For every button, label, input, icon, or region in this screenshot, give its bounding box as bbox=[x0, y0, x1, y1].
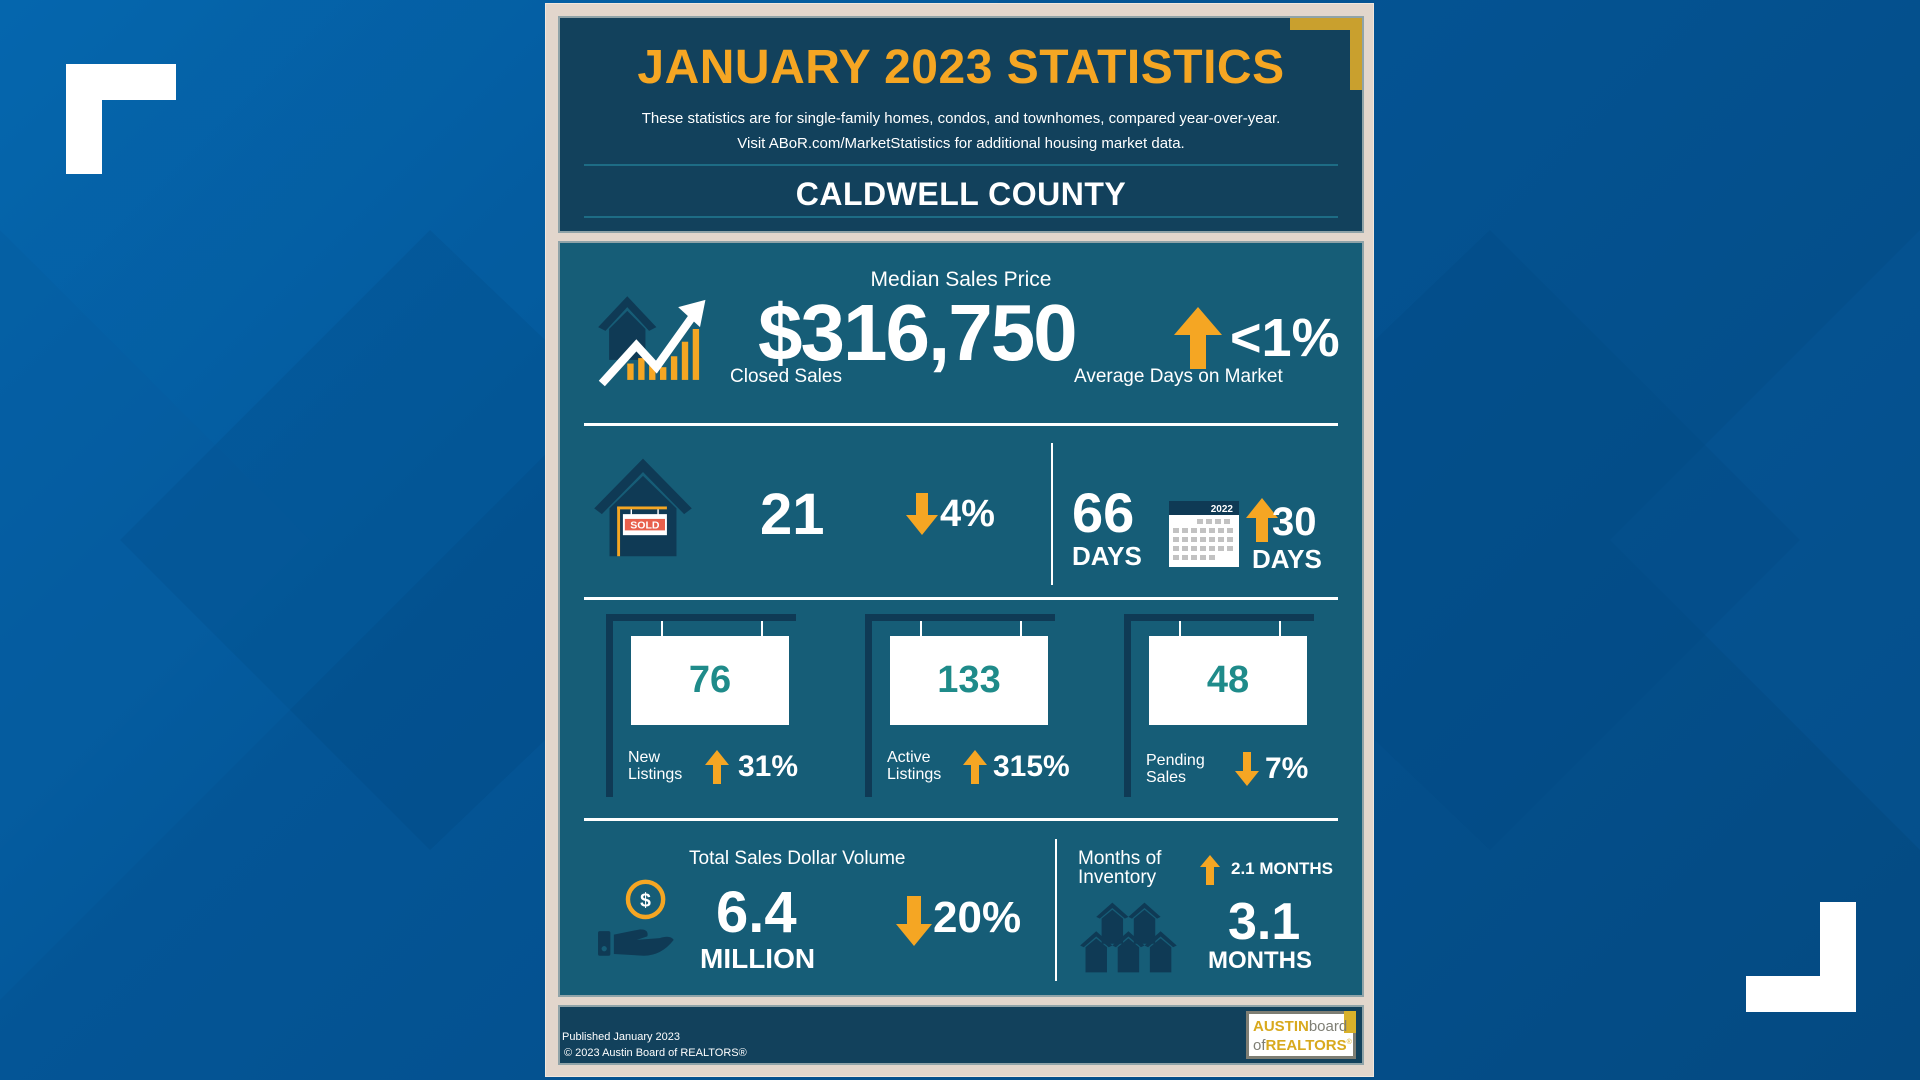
svg-text:$: $ bbox=[640, 889, 651, 911]
arrow-up-icon bbox=[1200, 855, 1220, 885]
total-sales-volume-unit: MILLION bbox=[700, 943, 816, 974]
sold-house-icon: SOLD bbox=[594, 458, 692, 557]
arrow-down-icon bbox=[896, 896, 932, 946]
austin-board-of-realtors-logo: AUSTINboard ofREALTORS® bbox=[1246, 1011, 1356, 1059]
page-title: JANUARY 2023 STATISTICS bbox=[637, 41, 1285, 94]
active-listings-value: 133 bbox=[890, 636, 1048, 725]
published-date: Published January 2023 bbox=[562, 1031, 681, 1043]
new-listings-change: 31% bbox=[738, 750, 799, 783]
copyright: © 2023 Austin Board of REALTORS® bbox=[564, 1047, 747, 1059]
header-panel: JANUARY 2023 STATISTICS These statistics… bbox=[558, 16, 1364, 233]
median-sales-price-change: <1% bbox=[1230, 308, 1340, 368]
total-sales-volume-value: 6.4 bbox=[716, 880, 797, 945]
active-listings-change: 315% bbox=[993, 750, 1070, 783]
avg-days-on-market-label: Average Days on Market bbox=[1074, 366, 1283, 387]
divider bbox=[584, 164, 1338, 166]
divider bbox=[584, 216, 1338, 218]
arrow-down-icon bbox=[1235, 752, 1259, 786]
svg-text:2022: 2022 bbox=[1211, 504, 1234, 515]
months-of-inventory-change: 2.1 MONTHS bbox=[1231, 859, 1334, 878]
subtitle-line-1: These statistics are for single-family h… bbox=[641, 110, 1281, 127]
closed-sales-value: 21 bbox=[760, 482, 825, 547]
median-sales-price-label: Median Sales Price bbox=[870, 268, 1052, 291]
infographic: JANUARY 2023 STATISTICS These statistics… bbox=[545, 3, 1374, 1077]
houses-icon bbox=[1080, 902, 1177, 973]
divider bbox=[584, 423, 1338, 426]
arrow-up-icon bbox=[1246, 498, 1278, 542]
divider bbox=[584, 818, 1338, 821]
stats-panel: Median Sales Price $316,750 <1% bbox=[558, 241, 1364, 997]
months-of-inventory-unit: MONTHS bbox=[1208, 947, 1312, 974]
corner-bracket-top-left bbox=[66, 64, 176, 174]
total-sales-volume-change: 20% bbox=[933, 893, 1022, 942]
avg-days-value: 66 bbox=[1072, 481, 1135, 544]
arrow-up-icon bbox=[963, 750, 987, 784]
footer-panel: Published January 2023 © 2023 Austin Boa… bbox=[558, 1005, 1364, 1065]
active-listings-label: Active Listings bbox=[887, 749, 942, 783]
pending-sales-label: Pending Sales bbox=[1146, 752, 1205, 786]
months-of-inventory-label: Months of Inventory bbox=[1078, 848, 1162, 888]
house-chart-icon bbox=[598, 296, 706, 387]
arrow-up-icon bbox=[1174, 307, 1222, 369]
pending-sales-value: 48 bbox=[1149, 636, 1307, 725]
pending-sales-change: 7% bbox=[1265, 752, 1309, 785]
closed-sales-label: Closed Sales bbox=[730, 366, 842, 387]
hand-coin-icon: $ bbox=[598, 879, 674, 956]
avg-days-unit: DAYS bbox=[1072, 541, 1142, 571]
county-name: CALDWELL COUNTY bbox=[795, 176, 1127, 212]
avg-days-change-unit: DAYS bbox=[1252, 544, 1322, 574]
arrow-up-icon bbox=[705, 750, 729, 784]
total-sales-volume-label: Total Sales Dollar Volume bbox=[689, 848, 906, 869]
arrow-down-icon bbox=[906, 493, 938, 535]
divider bbox=[584, 597, 1338, 600]
median-sales-price-value: $316,750 bbox=[758, 288, 1078, 377]
corner-bracket-bottom-right bbox=[1746, 902, 1856, 1012]
new-listings-label: New Listings bbox=[628, 749, 683, 783]
svg-text:SOLD: SOLD bbox=[630, 519, 660, 531]
months-of-inventory-value: 3.1 bbox=[1228, 893, 1301, 951]
subtitle-line-2: Visit ABoR.com/MarketStatistics for addi… bbox=[737, 135, 1185, 152]
calendar-icon: 2022 bbox=[1169, 501, 1239, 567]
closed-sales-change: 4% bbox=[940, 493, 995, 535]
new-listings-value: 76 bbox=[631, 636, 789, 725]
avg-days-change: 30 bbox=[1272, 500, 1317, 544]
gold-corner-accent bbox=[1290, 18, 1362, 90]
vertical-divider bbox=[1051, 443, 1053, 585]
vertical-divider bbox=[1055, 839, 1057, 981]
